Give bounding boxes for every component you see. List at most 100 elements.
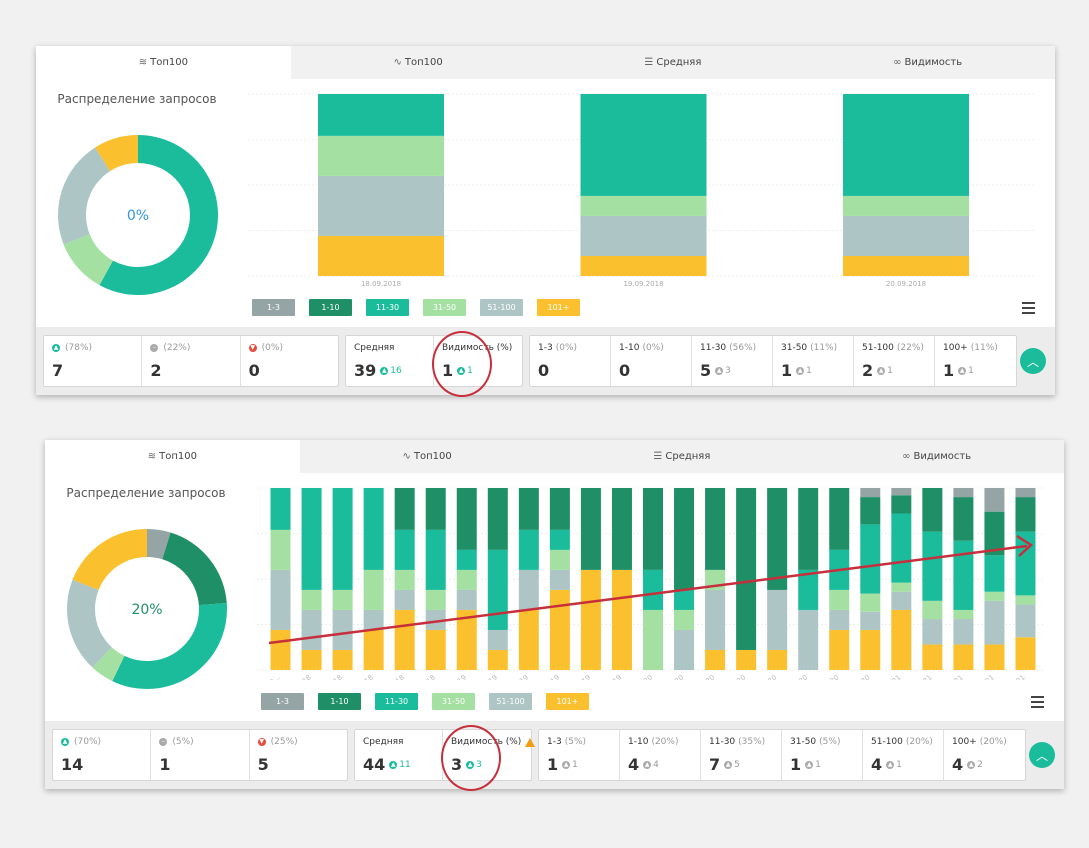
tab-0[interactable]: ≋ Топ100	[45, 440, 300, 473]
bar-segment-c31_50[interactable]	[318, 135, 444, 176]
bar-segment-c51_100[interactable]	[705, 589, 726, 650]
bar-segment-c51_100[interactable]	[891, 591, 912, 610]
bar-segment-c101[interactable]	[891, 609, 912, 670]
bar-segment-c101[interactable]	[518, 609, 539, 670]
bar-segment-c51_100[interactable]	[843, 215, 969, 256]
bar-segment-c1_10[interactable]	[1015, 497, 1036, 532]
bar-segment-c101[interactable]	[332, 649, 353, 670]
bar-segment-c31_50[interactable]	[1015, 595, 1036, 605]
legend-item-101+[interactable]: 101+	[546, 693, 589, 710]
bar-segment-c11_30[interactable]	[549, 529, 570, 550]
bar-segment-c101[interactable]	[984, 644, 1005, 670]
bar-segment-c31_50[interactable]	[363, 569, 384, 610]
bar-segment-c51_100[interactable]	[580, 215, 707, 256]
bar-segment-c51_100[interactable]	[301, 609, 322, 650]
bar-segment-c51_100[interactable]	[363, 609, 384, 630]
bar-segment-c101[interactable]	[843, 255, 969, 276]
bar-segment-c31_50[interactable]	[922, 600, 943, 620]
bar-segment-c101[interactable]	[736, 649, 757, 670]
bar-segment-c1_10[interactable]	[611, 488, 632, 570]
tab-1[interactable]: ∿ Топ100	[300, 440, 555, 473]
bar-segment-c101[interactable]	[580, 569, 601, 670]
tab-2[interactable]: ☰ Средняя	[546, 46, 801, 79]
bar-segment-c31_50[interactable]	[984, 591, 1005, 601]
bar-segment-c1_10[interactable]	[549, 488, 570, 530]
donut-slice-c101[interactable]	[72, 529, 147, 591]
bar-segment-c1_10[interactable]	[643, 488, 663, 570]
bar-segment-c11_30[interactable]	[332, 488, 353, 590]
bar-segment-c11_30[interactable]	[674, 589, 695, 610]
bar-segment-c11_30[interactable]	[829, 549, 850, 590]
bar-segment-c1_3[interactable]	[891, 488, 912, 496]
donut-slice-c31_50[interactable]	[63, 234, 113, 286]
bar-segment-c101[interactable]	[549, 589, 570, 670]
donut-slice-c1_3[interactable]	[147, 529, 171, 560]
bar-segment-c1_10[interactable]	[829, 488, 850, 550]
bar-segment-c31_50[interactable]	[705, 569, 726, 590]
bar-segment-c51_100[interactable]	[487, 629, 508, 650]
bar-segment-c1_3[interactable]	[984, 488, 1005, 512]
bar-segment-c51_100[interactable]	[518, 569, 539, 610]
bar-segment-c11_30[interactable]	[363, 488, 384, 570]
legend-item-11-30[interactable]: 11-30	[366, 299, 409, 316]
bar-segment-c1_10[interactable]	[425, 488, 446, 530]
bar-segment-c11_30[interactable]	[270, 488, 291, 530]
donut-slice-c101[interactable]	[95, 135, 138, 172]
legend-item-1-3[interactable]: 1-3	[261, 693, 304, 710]
bar-segment-c31_50[interactable]	[829, 589, 850, 610]
bar-segment-c1_10[interactable]	[736, 488, 757, 650]
donut-slice-c1_10[interactable]	[162, 532, 227, 606]
bar-segment-c1_10[interactable]	[487, 488, 508, 550]
legend-item-1-10[interactable]: 1-10	[309, 299, 352, 316]
bar-segment-c31_50[interactable]	[425, 589, 446, 610]
bar-segment-c51_100[interactable]	[674, 629, 695, 670]
tab-3[interactable]: ∞ Видимость	[800, 46, 1055, 79]
tab-2[interactable]: ☰ Средняя	[555, 440, 810, 473]
bar-segment-c11_30[interactable]	[394, 529, 415, 570]
bar-segment-c31_50[interactable]	[549, 549, 570, 570]
donut-slice-c51_100[interactable]	[57, 147, 111, 245]
bar-segment-c11_30[interactable]	[580, 94, 707, 196]
collapse-button[interactable]: ︿	[1029, 742, 1055, 768]
bar-segment-c31_50[interactable]	[394, 569, 415, 590]
tab-3[interactable]: ∞ Видимость	[809, 440, 1064, 473]
bar-segment-c11_30[interactable]	[860, 524, 881, 594]
bar-segment-c31_50[interactable]	[270, 529, 291, 570]
bar-segment-c11_30[interactable]	[953, 540, 974, 610]
bar-segment-c1_3[interactable]	[1015, 488, 1036, 498]
bar-segment-c1_10[interactable]	[984, 511, 1005, 556]
bar-segment-c1_10[interactable]	[860, 497, 881, 525]
bar-segment-c1_3[interactable]	[953, 488, 974, 498]
legend-item-51-100[interactable]: 51-100	[480, 299, 523, 316]
legend-item-1-3[interactable]: 1-3	[252, 299, 295, 316]
bar-segment-c1_10[interactable]	[394, 488, 415, 530]
bar-segment-c11_30[interactable]	[798, 569, 819, 610]
bar-segment-c1_10[interactable]	[456, 488, 477, 550]
bar-segment-c51_100[interactable]	[456, 589, 477, 610]
bar-segment-c51_100[interactable]	[767, 589, 788, 650]
bar-segment-c51_100[interactable]	[829, 609, 850, 630]
bar-segment-c11_30[interactable]	[891, 513, 912, 583]
bar-segment-c11_30[interactable]	[301, 488, 322, 590]
bar-segment-c1_10[interactable]	[953, 497, 974, 541]
bar-segment-c101[interactable]	[425, 629, 446, 670]
chart-menu-icon[interactable]	[1031, 696, 1044, 708]
legend-item-51-100[interactable]: 51-100	[489, 693, 532, 710]
bar-segment-c101[interactable]	[922, 644, 943, 670]
bar-segment-c11_30[interactable]	[643, 569, 663, 610]
legend-item-1-10[interactable]: 1-10	[318, 693, 361, 710]
bar-segment-c31_50[interactable]	[456, 569, 477, 590]
bar-segment-c11_30[interactable]	[425, 529, 446, 590]
bar-segment-c101[interactable]	[318, 235, 444, 276]
bar-segment-c101[interactable]	[1015, 637, 1036, 670]
bar-segment-c101[interactable]	[860, 629, 881, 670]
bar-segment-c101[interactable]	[705, 649, 726, 670]
donut-slice-c11_30[interactable]	[112, 603, 227, 689]
bar-segment-c51_100[interactable]	[270, 569, 291, 630]
chart-menu-icon[interactable]	[1022, 302, 1035, 314]
bar-segment-c1_10[interactable]	[922, 488, 943, 532]
bar-segment-c1_10[interactable]	[705, 488, 726, 570]
bar-segment-c101[interactable]	[394, 609, 415, 670]
bar-segment-c31_50[interactable]	[301, 589, 322, 610]
bar-segment-c11_30[interactable]	[456, 549, 477, 570]
